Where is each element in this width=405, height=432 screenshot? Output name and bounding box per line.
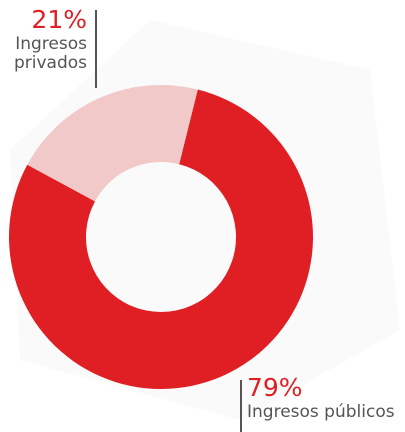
category-label: Ingresos públicos xyxy=(247,401,395,422)
label-privados: 21% Ingresos privados xyxy=(0,5,87,74)
value-label: 79% xyxy=(247,373,303,402)
value-label: 21% xyxy=(31,5,87,34)
slice xyxy=(9,89,314,390)
category-label: Ingresos privados xyxy=(13,33,87,74)
label-line xyxy=(240,380,242,432)
label-publicos: 79% Ingresos públicos xyxy=(247,373,395,422)
slice xyxy=(27,85,198,202)
label-line xyxy=(95,10,97,88)
